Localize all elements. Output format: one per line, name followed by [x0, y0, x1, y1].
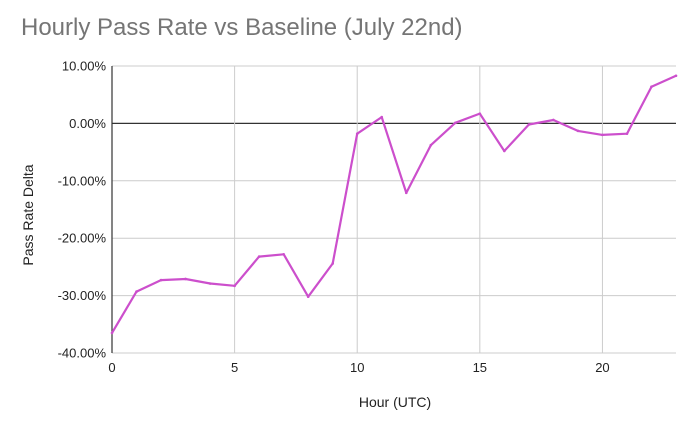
y-axis-title: Pass Rate Delta	[20, 164, 36, 265]
x-tick-label: 15	[473, 360, 487, 375]
data-point	[306, 295, 310, 299]
data-point	[552, 118, 555, 122]
tick-labels: 10.00% 0.00% -10.00% -20.00% -30.00% -40.00%0…	[58, 59, 610, 376]
data-point	[184, 277, 187, 281]
data-point	[355, 132, 359, 136]
y-tick-label: -10.00%	[58, 173, 107, 188]
data-point	[135, 290, 138, 293]
data-point	[454, 121, 457, 125]
y-tick-label: 0.00%	[69, 116, 106, 131]
x-tick-label: 5	[231, 360, 238, 375]
data-point	[478, 112, 482, 115]
data-point	[110, 331, 114, 335]
x-tick-label: 0	[108, 360, 115, 375]
data-point	[650, 85, 653, 88]
data-point	[625, 132, 629, 136]
data-point	[527, 123, 531, 126]
data-point	[674, 74, 678, 78]
data-point	[576, 129, 580, 133]
x-axis-title: Hour (UTC)	[359, 394, 431, 410]
data-point	[404, 191, 408, 195]
data-point	[159, 278, 163, 282]
data-point	[601, 133, 604, 137]
y-tick-label: -30.00%	[58, 288, 107, 303]
grid	[112, 65, 676, 354]
series-layer	[110, 74, 678, 335]
data-point	[503, 149, 506, 153]
data-point	[257, 255, 261, 258]
data-point	[331, 262, 334, 265]
y-tick-label: 10.00%	[62, 59, 107, 74]
chart-title: Hourly Pass Rate vs Baseline (July 22nd)	[21, 14, 463, 41]
series-line	[110, 74, 678, 334]
y-tick-label: -20.00%	[58, 231, 107, 246]
data-point	[233, 284, 236, 288]
data-point	[380, 115, 384, 119]
x-tick-label: 20	[595, 360, 609, 375]
data-point	[208, 282, 212, 285]
y-tick-label: -40.00%	[58, 346, 107, 361]
data-point	[282, 252, 285, 256]
x-tick-label: 10	[350, 360, 364, 375]
data-point	[429, 143, 433, 147]
